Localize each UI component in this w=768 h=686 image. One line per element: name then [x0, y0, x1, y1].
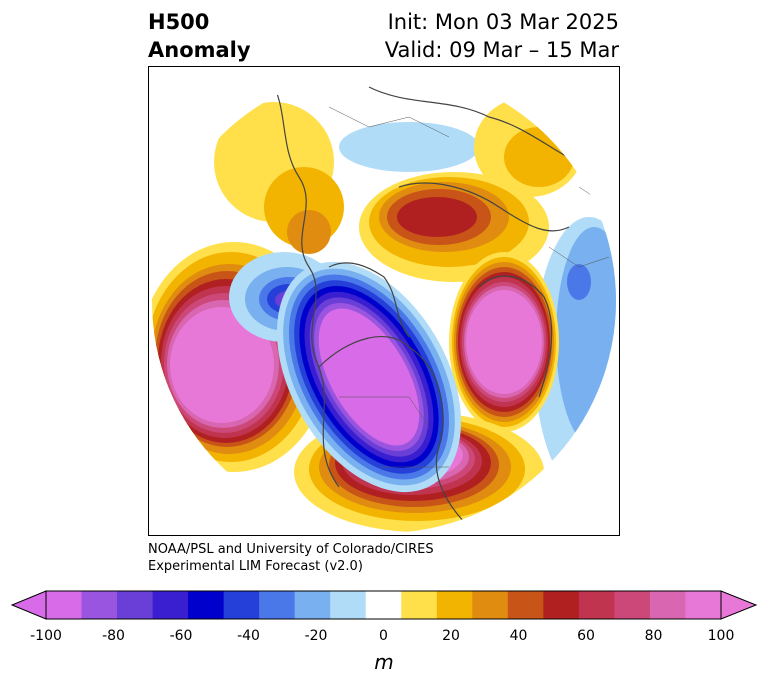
colorbar-swatch [117, 591, 154, 619]
credit-text: NOAA/PSL and University of Colorado/CIRE… [148, 541, 434, 575]
colorbar-tick: -80 [102, 628, 125, 644]
title-field: Anomaly [148, 38, 251, 62]
colorbar [10, 590, 758, 620]
colorbar-tick: 80 [644, 628, 663, 644]
anomaly-field [152, 69, 616, 533]
colorbar-swatch [223, 591, 260, 619]
ridge-arctic-west [214, 102, 370, 312]
colorbar-swatch [649, 591, 686, 619]
credit-line-2: Experimental LIM Forecast (v2.0) [148, 559, 363, 574]
colorbar-unit: m [374, 650, 394, 674]
colorbar-swatch [259, 591, 296, 619]
colorbar-swatch [578, 591, 615, 619]
colorbar-swatch [685, 591, 722, 619]
colorbar-tick: 0 [379, 628, 388, 644]
colorbar-swatch [401, 591, 438, 619]
high-east [449, 252, 559, 432]
init-date: Init: Mon 03 Mar 2025 [387, 10, 619, 34]
colorbar-swatch [294, 591, 331, 619]
colorbar-tick: 40 [509, 628, 528, 644]
valid-date: Valid: 09 Mar – 15 Mar [384, 38, 619, 62]
colorbar-tick: -100 [30, 628, 62, 644]
colorbar-swatch [472, 591, 509, 619]
colorbar-tick: -40 [237, 628, 260, 644]
coastlines [268, 76, 590, 528]
forecast-dates: Init: Mon 03 Mar 2025 Valid: 09 Mar – 15… [385, 8, 619, 64]
colorbar-border [45, 590, 722, 620]
map-title: H500 Anomaly [148, 8, 251, 64]
colorbar-tick: -20 [304, 628, 328, 644]
colorbar-extend-min [10, 590, 47, 620]
colorbar-swatch [507, 591, 544, 619]
colorbar-swatch [46, 591, 83, 619]
trough-arctic [339, 122, 479, 172]
colorbar-tick: 60 [577, 628, 595, 644]
colorbar-tick: 20 [442, 628, 460, 644]
colorbar-tick: 100 [707, 628, 735, 644]
anomaly-map-svg [152, 69, 616, 533]
colorbar-swatch [436, 591, 473, 619]
trough-north-america [276, 261, 462, 493]
colorbar-swatch [614, 591, 651, 619]
colorbar-swatch [543, 591, 580, 619]
colorbar-swatch [330, 591, 367, 619]
title-variable: H500 [148, 10, 210, 34]
colorbar-extend-max [720, 590, 758, 620]
colorbar-swatch [365, 591, 402, 619]
credit-line-1: NOAA/PSL and University of Colorado/CIRE… [148, 542, 434, 557]
colorbar-swatch [152, 591, 189, 619]
colorbar-tick: -60 [169, 628, 193, 644]
colorbar-swatch [81, 591, 118, 619]
polar-map [148, 66, 620, 536]
colorbar-swatch [188, 591, 225, 619]
